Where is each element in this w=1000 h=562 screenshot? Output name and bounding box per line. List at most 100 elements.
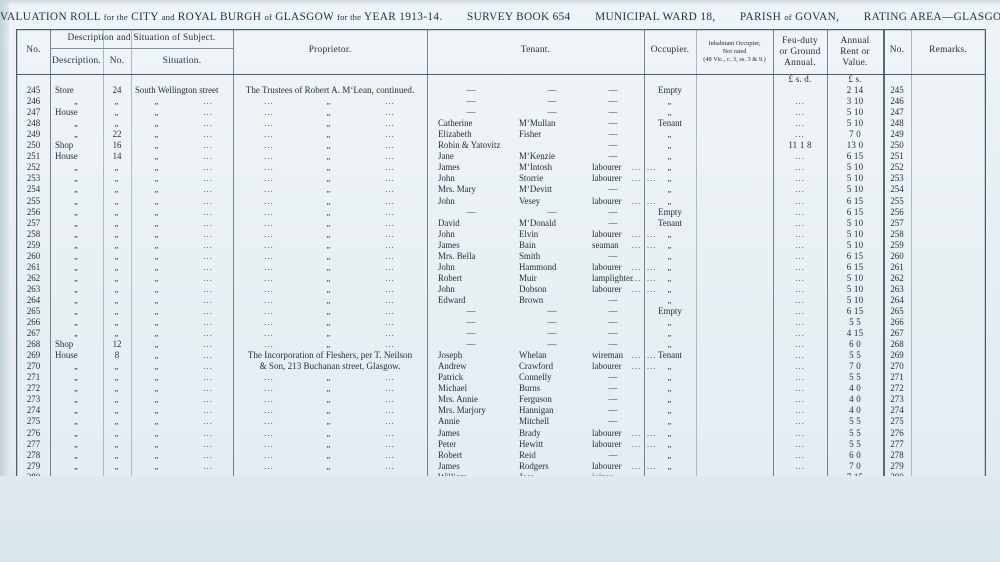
- cell-proprietor-ditto: „: [326, 306, 332, 316]
- cell-no-left: 271: [26, 372, 41, 383]
- table-row[interactable]: 279 „ „ „...... „... James Rodgers labourer....…: [17, 461, 985, 472]
- cell-tenant-occupation: —: [608, 96, 618, 107]
- table-row[interactable]: 245 Store 24 South Wellington street The Tru…: [17, 85, 985, 96]
- cell-occupier: „: [667, 284, 673, 294]
- cell-no-right: 276: [890, 427, 904, 438]
- table-row[interactable]: 254 „ „ „...... „... Mrs. Mary M‘Devitt — „... 5 …: [17, 184, 985, 195]
- cell-description: House: [55, 151, 78, 162]
- cell-proprietor-dots-a: ...: [264, 229, 274, 239]
- cell-tenant-forename: Elizabeth: [438, 129, 472, 140]
- table-row[interactable]: 268 Shop 12 „...... „... — — — „... 6 0 268: [17, 339, 985, 350]
- table-row[interactable]: 273 „ „ „...... „... Mrs. Annie Ferguson — „... 4…: [17, 394, 985, 405]
- cell-tenant-occupation: lamplighter: [592, 272, 633, 283]
- table-row[interactable]: 261 „ „ „...... „... John Hammond labourer.....…: [17, 262, 985, 273]
- cell-no-left: 248: [26, 118, 41, 129]
- table-row[interactable]: 249 „ 22 „...... „... Elizabeth Fisher — „... 7 0…: [17, 129, 985, 140]
- table-row[interactable]: 258 „ „ „...... „... John Elvin labourer...... „…: [17, 229, 985, 240]
- table-row[interactable]: 257 „ „ „...... „... David M‘Donald — Tenant... 5…: [17, 218, 985, 229]
- table-row[interactable]: 267 „ „ „...... „... — — — „... 4 15 267: [17, 328, 985, 339]
- cell-annual-rent: 5 10: [846, 283, 864, 294]
- cell-description: „: [74, 185, 79, 195]
- cell-no-left: 277: [26, 438, 41, 449]
- cell-feu-duty: 11 1 8: [788, 140, 812, 151]
- table-row[interactable]: 266 „ „ „...... „... — — — „... 5 5 266: [17, 317, 985, 328]
- cell-no-right: 254: [890, 184, 904, 195]
- table-row[interactable]: 251 House 14 „...... „... Jane M‘Kenzie — „... 6 …: [17, 151, 985, 162]
- cell-proprietor-ditto: „: [299, 472, 359, 477]
- table-row[interactable]: 275 „ „ „...... „... Annie Mitchell — „... 5 5 275: [17, 416, 985, 427]
- cell-no-right: 277: [890, 438, 904, 449]
- cell-tenant-occupation: —: [608, 294, 618, 305]
- cell-no-left: 279: [26, 460, 41, 471]
- col-rule-annual-rent: [883, 30, 885, 477]
- cell-remarks: [911, 240, 985, 251]
- cell-no-right: 265: [890, 305, 904, 316]
- cell-description-no: „: [114, 273, 120, 283]
- table-row[interactable]: 265 „ „ „...... „... — — — Empty... 6 15 265: [17, 306, 985, 317]
- table-row[interactable]: 262 „ „ „...... „... Robert Muir lamplighter...…: [17, 273, 985, 284]
- cell-proprietor-dots-a: ...: [264, 329, 274, 339]
- table-row[interactable]: 252 „ „ „...... „... James M‘Intosh labourer...…: [17, 162, 985, 173]
- cell-situation-dots: ...: [203, 163, 213, 173]
- cell-remarks: [911, 96, 985, 107]
- table-row[interactable]: 260 „ „ „...... „... Mrs. Bella Smith — „... 6 15…: [17, 251, 985, 262]
- cell-tenant-occupation: —: [608, 317, 618, 328]
- cell-situation: „: [154, 218, 160, 228]
- cell-no-left: 260: [26, 250, 41, 261]
- cell-remarks: [911, 439, 985, 450]
- table-row[interactable]: 255 „ „ „...... „... John Vesey labourer...... „…: [17, 196, 985, 207]
- table-row[interactable]: 269 House 8 „... The Incorporation of Fleshe…: [17, 350, 985, 361]
- cell-tenant-dots-a: ...: [631, 362, 642, 372]
- table-row[interactable]: 246 „ „ „...... „... — — — „... 3 10 246: [17, 96, 985, 107]
- table-row[interactable]: 277 „ „ „...... „... Peter Hewitt labourer.....…: [17, 439, 985, 450]
- table-row[interactable]: 270 „ „ „... & Son, 213 Buchanan street, Gla…: [17, 361, 985, 372]
- cell-no-left: 259: [26, 239, 41, 250]
- cell-situation-dots: ...: [203, 262, 213, 272]
- cell-no-left: 267: [26, 328, 41, 339]
- cell-proprietor-ditto: „: [326, 240, 332, 250]
- cell-situation-dots: ...: [203, 251, 213, 261]
- cell-tenant-occupation: —: [608, 383, 618, 394]
- cell-annual-rent: 5 10: [846, 217, 864, 228]
- cell-annual-rent: 5 10: [846, 228, 864, 239]
- cell-description-no: „: [114, 395, 120, 405]
- cell-no-right: 258: [890, 228, 904, 239]
- page-top-edge-shadow: [0, 0, 1000, 6]
- cell-tenant-forename: —: [466, 339, 476, 350]
- table-row[interactable]: 250 Shop 16 „...... „... Robin & Yatovitz — „ 11…: [17, 140, 985, 151]
- table-row[interactable]: 278 „ „ „...... „... Robert Reid — „... 6 0 278: [17, 450, 985, 461]
- cell-annual-rent: 6 15: [846, 250, 864, 261]
- table-row[interactable]: 256 „ „ „...... „... — — — Empty... 6 15 256: [17, 207, 985, 218]
- cell-tenant-forename: Mrs. Bella: [438, 250, 476, 261]
- cell-no-right: 263: [890, 283, 904, 294]
- table-row[interactable]: 274 „ „ „...... „... Mrs. Marjory Hannigan — „..…: [17, 405, 985, 416]
- table-row[interactable]: 280„„„......„...WilliamJossjoiner......„…: [17, 472, 985, 477]
- cell-annual-rent: 5 5: [849, 416, 861, 427]
- table-row[interactable]: 263 „ „ „...... „... John Dobson labourer......…: [17, 284, 985, 295]
- table-row[interactable]: 264 „ „ „...... „... Edward Brown — „... 5 10 264: [17, 295, 985, 306]
- cell-occupier: „: [667, 262, 673, 272]
- table-row[interactable]: 259 „ „ „...... „... James Bain seaman...... „..…: [17, 240, 985, 251]
- table-row[interactable]: 253 „ „ „...... „... John Storrie labourer.....…: [17, 173, 985, 184]
- cell-occupier: „: [667, 439, 673, 449]
- cell-description-no: „: [103, 472, 131, 477]
- table-row[interactable]: 248 „ „ „...... „... Catherine M‘Mullan — Tenant…: [17, 118, 985, 129]
- cell-remarks: [911, 295, 985, 306]
- cell-annual-rent: 6 0: [849, 339, 861, 350]
- cell-description: „: [74, 262, 79, 272]
- cell-no-left: 258: [26, 228, 41, 239]
- cell-proprietor-dots-b: ...: [385, 450, 395, 460]
- cell-no-left: 261: [26, 261, 41, 272]
- table-row[interactable]: 271 „ „ „...... „... Patrick Connelly — „... 5 5 2…: [17, 372, 985, 383]
- cell-proprietor-dots-b: ...: [385, 119, 395, 129]
- cell-situation-dots: ...: [203, 329, 213, 339]
- cell-situation: „: [154, 395, 160, 405]
- cell-tenant-surname: Smith: [519, 250, 541, 261]
- cell-no-right: 257: [890, 217, 904, 228]
- table-row[interactable]: 276 „ „ „...... „... James Brady labourer......…: [17, 428, 985, 439]
- cell-tenant-forename: —: [466, 328, 476, 339]
- cell-tenant-occupation: —: [608, 151, 618, 162]
- table-row[interactable]: 247 House „ „...... „... — — — „... 5 10 247: [17, 107, 985, 118]
- cell-feu-duty: ...: [795, 196, 805, 206]
- table-row[interactable]: 272 „ „ „...... „... Michael Burns — „... 4 0 272: [17, 383, 985, 394]
